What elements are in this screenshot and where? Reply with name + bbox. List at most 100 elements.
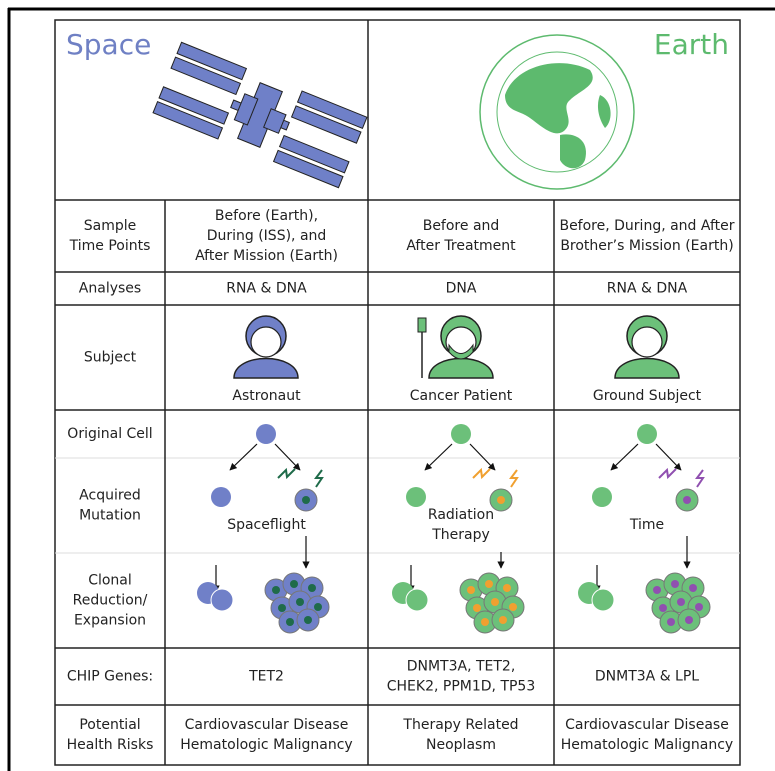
mutation-dot bbox=[304, 616, 312, 624]
mutation-dot bbox=[667, 618, 675, 626]
mutation-dot bbox=[286, 618, 294, 626]
earth-header: Earth bbox=[654, 28, 729, 61]
cell-text: Therapy Related bbox=[402, 717, 518, 733]
clone-cell bbox=[591, 588, 615, 612]
mutation-dot bbox=[509, 603, 517, 611]
mutation-dot bbox=[473, 604, 481, 612]
arrow bbox=[655, 443, 682, 471]
person-body bbox=[428, 357, 494, 379]
cell-text: Before, During, and After bbox=[559, 218, 734, 234]
mutation-dot bbox=[677, 598, 685, 606]
cell-text: Neoplasm bbox=[426, 737, 496, 753]
mutation-dot bbox=[467, 586, 475, 594]
cell-text: Astronaut bbox=[232, 388, 301, 404]
cell-text: Health Risks bbox=[67, 737, 154, 753]
cell-text: DNA bbox=[446, 281, 477, 297]
space-header: Space bbox=[66, 28, 151, 61]
mutation-dot bbox=[272, 586, 280, 594]
cell-text: Spaceflight bbox=[227, 517, 306, 533]
clone-cell bbox=[405, 588, 429, 612]
cell-text: Sample bbox=[84, 218, 137, 234]
mutation-dot bbox=[671, 580, 679, 588]
lightning bbox=[314, 469, 324, 488]
lightning bbox=[658, 467, 677, 480]
mutation-dot bbox=[689, 584, 697, 592]
mutation-dot bbox=[308, 584, 316, 592]
cell-text: Reduction/ bbox=[73, 593, 148, 609]
cell-text: Time bbox=[629, 517, 664, 533]
mutation-dot bbox=[497, 496, 505, 504]
normal-cell bbox=[592, 487, 612, 507]
mutation-dot bbox=[278, 604, 286, 612]
arrow bbox=[469, 443, 496, 471]
mutation-dot bbox=[485, 580, 493, 588]
cell-text: Analyses bbox=[79, 281, 141, 297]
person-face bbox=[250, 326, 282, 358]
cell-text: DNMT3A, TET2, bbox=[407, 659, 516, 675]
mutation-dot bbox=[491, 598, 499, 606]
mutation-dot bbox=[683, 496, 691, 504]
arrow bbox=[274, 443, 301, 471]
cell-text: Cardiovascular Disease bbox=[185, 717, 349, 733]
cell-text: Ground Subject bbox=[593, 388, 702, 404]
cell-text: RNA & DNA bbox=[607, 281, 688, 297]
cell-text: Subject bbox=[84, 350, 137, 366]
mutation-dot bbox=[503, 584, 511, 592]
cell-text: Therapy bbox=[431, 527, 490, 543]
cell-text: Hematologic Malignancy bbox=[180, 737, 352, 753]
globe bbox=[479, 34, 635, 190]
cell-text: Brother’s Mission (Earth) bbox=[560, 238, 733, 254]
lightning bbox=[472, 467, 491, 480]
normal-cell bbox=[211, 487, 231, 507]
mutation-dot bbox=[659, 604, 667, 612]
cell-text: Potential bbox=[79, 717, 140, 733]
mutation-dot bbox=[685, 616, 693, 624]
person-face bbox=[631, 326, 663, 358]
cell-text: CHIP Genes: bbox=[67, 669, 153, 685]
person-body bbox=[614, 357, 680, 379]
cell-text: Before and bbox=[423, 218, 500, 234]
mutation-dot bbox=[314, 603, 322, 611]
cell-text: Acquired bbox=[79, 488, 141, 504]
person-body bbox=[233, 357, 299, 379]
mutation-dot bbox=[695, 603, 703, 611]
mutation-dot bbox=[302, 496, 310, 504]
lightning bbox=[509, 469, 519, 488]
mutation-dot bbox=[290, 580, 298, 588]
lightning bbox=[695, 469, 705, 488]
arrow bbox=[424, 443, 453, 471]
mutation-dot bbox=[481, 618, 489, 626]
cell-text: RNA & DNA bbox=[226, 281, 307, 297]
cell-text: Expansion bbox=[74, 613, 146, 629]
original-cell bbox=[451, 424, 471, 444]
cell-text: Before (Earth), bbox=[215, 208, 318, 224]
cell-text: During (ISS), and bbox=[207, 228, 327, 244]
cell-text: Cancer Patient bbox=[410, 388, 513, 404]
space-station bbox=[152, 41, 368, 189]
mutation-dot bbox=[653, 586, 661, 594]
cell-text: Cardiovascular Disease bbox=[565, 717, 729, 733]
original-cell bbox=[637, 424, 657, 444]
cell-text: Original Cell bbox=[67, 426, 152, 442]
cell-text: Time Points bbox=[69, 238, 151, 254]
cell-text: TET2 bbox=[248, 669, 284, 685]
arrow bbox=[610, 443, 639, 471]
mask bbox=[448, 343, 474, 360]
cell-text: Clonal bbox=[88, 573, 132, 589]
clone-cell bbox=[210, 588, 234, 612]
cell-text: After Mission (Earth) bbox=[195, 248, 338, 264]
cell-text: Hematologic Malignancy bbox=[561, 737, 733, 753]
cell-text: After Treatment bbox=[406, 238, 516, 254]
cell-text: Mutation bbox=[79, 508, 141, 524]
cell-text: DNMT3A & LPL bbox=[595, 669, 699, 685]
mutation-dot bbox=[296, 598, 304, 606]
iv-bag bbox=[417, 317, 427, 333]
cell-text: Radiation bbox=[428, 507, 494, 523]
mutation-dot bbox=[499, 616, 507, 624]
normal-cell bbox=[406, 487, 426, 507]
table-border bbox=[54, 19, 741, 766]
original-cell bbox=[256, 424, 276, 444]
lightning bbox=[277, 467, 296, 480]
arrow bbox=[229, 443, 258, 471]
